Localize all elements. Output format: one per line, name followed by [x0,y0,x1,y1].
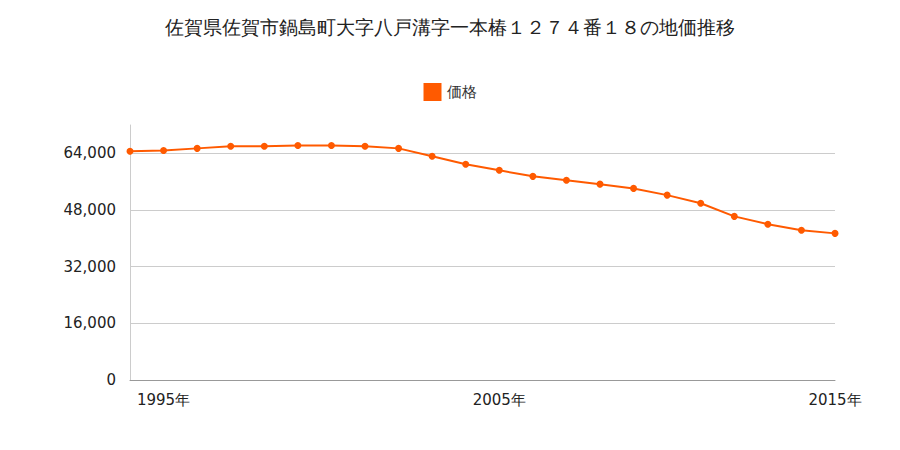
svg-text:16,000: 16,000 [64,314,117,332]
svg-text:0: 0 [106,371,116,389]
svg-text:佐賀県佐賀市鍋島町大字八戸溝字一本椿１２７４番１８の地価推移: 佐賀県佐賀市鍋島町大字八戸溝字一本椿１２７４番１８の地価推移 [165,16,735,38]
svg-text:価格: 価格 [447,83,477,101]
svg-text:2015年: 2015年 [808,391,861,409]
svg-text:64,000: 64,000 [64,144,117,162]
svg-text:32,000: 32,000 [64,258,117,276]
svg-text:1995年: 1995年 [137,391,190,409]
svg-text:2005年: 2005年 [473,391,526,409]
svg-text:48,000: 48,000 [64,201,117,219]
